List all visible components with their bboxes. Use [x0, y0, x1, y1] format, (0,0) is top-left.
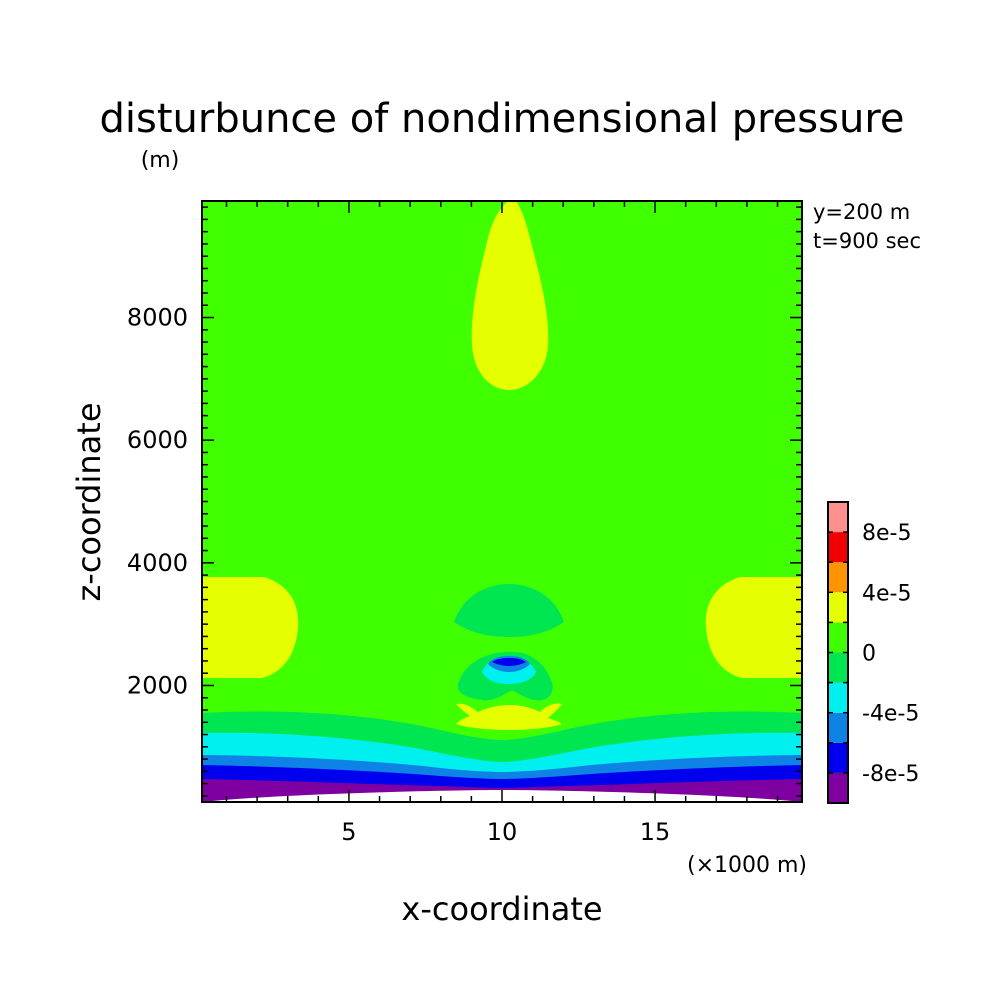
colorbar-label: 4e-5	[862, 581, 911, 606]
core-minimum	[492, 658, 526, 666]
colorbar-swatch	[828, 502, 848, 533]
colorbar-swatch	[828, 712, 848, 743]
tick-marks	[202, 201, 802, 802]
y-tick-label: 2000	[127, 671, 188, 699]
chart-title: disturbunce of nondimensional pressure	[100, 96, 905, 142]
colorbar	[827, 501, 849, 804]
x-tick-label: 15	[640, 818, 671, 846]
colorbar-swatch	[828, 772, 848, 803]
left-lobe-region	[202, 577, 299, 678]
x-tick-label: 5	[341, 818, 356, 846]
central-dome-region	[454, 584, 564, 637]
colorbar-swatch	[828, 532, 848, 563]
colorbar-swatch	[828, 592, 848, 623]
colorbar-swatch	[828, 682, 848, 713]
colorbar-label: 0	[862, 642, 876, 667]
y-tick-labels: 2000 4000 6000 8000	[127, 304, 188, 700]
x-axis-label: x-coordinate	[401, 890, 602, 928]
x-tick-label: 10	[487, 818, 518, 846]
lower-bump-region	[456, 703, 562, 730]
colorbar-swatch	[828, 652, 848, 683]
y-tick-label: 4000	[127, 549, 188, 577]
plot-area	[202, 201, 802, 802]
upper-plume-region	[471, 201, 549, 390]
right-lobe-region	[705, 577, 802, 678]
colorbar-label: 8e-5	[862, 521, 911, 546]
x-unit-label: (×1000 m)	[687, 853, 807, 878]
colorbar-label: -4e-5	[862, 702, 919, 727]
colorbar-swatch	[828, 562, 848, 593]
y-tick-label: 6000	[127, 426, 188, 454]
colorbar-label: -8e-5	[862, 762, 919, 787]
annotation-y: y=200 m	[813, 200, 910, 224]
colorbar-labels: 8e-5 4e-5 0 -4e-5 -8e-5	[862, 521, 919, 787]
colorbar-swatch	[828, 622, 848, 653]
colorbar-swatch	[828, 742, 848, 773]
y-unit-label: (m)	[141, 148, 180, 173]
y-axis-label: z-coordinate	[70, 402, 108, 601]
annotation-t: t=900 sec	[813, 229, 921, 253]
y-tick-label: 8000	[127, 304, 188, 332]
x-tick-labels: 5 10 15	[341, 818, 670, 846]
